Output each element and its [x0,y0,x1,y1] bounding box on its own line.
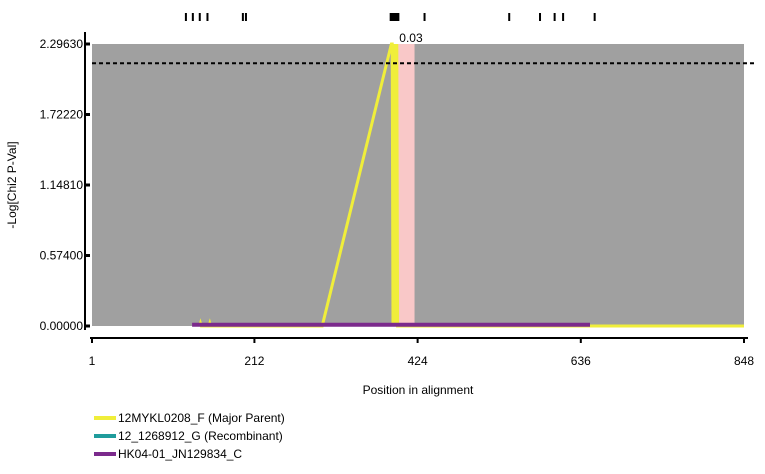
site-tick [389,13,392,21]
x-axis-label: Position in alignment [363,383,474,397]
y-tick-label: 2.29630 [40,37,84,51]
legend-label: 12MYKL0208_F (Major Parent) [118,411,285,425]
legend-swatch [94,452,116,456]
legend-swatch [94,416,116,420]
site-tick [423,13,426,21]
site-tick [553,13,556,21]
y-axis: 0.00000 0.57400 1.14810 1.72220 2.29630 [40,32,90,333]
site-tick [198,13,201,21]
y-axis-label: -Log[Chi2 P-Val] [5,141,19,228]
site-tick [593,13,596,21]
y-tick-label: 0.57400 [40,249,84,263]
site-tick [244,13,247,21]
site-tick [394,13,397,21]
peak-annotation: 0.03 [399,31,423,45]
legend-label: HK04-01_JN129834_C [118,447,243,461]
site-tick [395,13,398,21]
x-tick-label: 424 [408,354,428,368]
x-tick-label: 1 [89,354,96,368]
site-tick [562,13,565,21]
y-tick-label: 1.72220 [40,108,84,122]
site-tick [508,13,511,21]
site-tick [206,13,209,21]
y-tick-label: 1.14810 [40,178,84,192]
legend-item: 12MYKL0208_F (Major Parent) [94,409,285,427]
y-tick-label: 0.00000 [40,319,84,333]
highlight-region [396,44,415,326]
site-tick [539,13,542,21]
site-ticks-row [184,13,596,21]
legend: 12MYKL0208_F (Major Parent) 12_1268912_G… [94,409,285,463]
legend-swatch [94,434,116,438]
legend-label: 12_1268912_G (Recombinant) [118,429,283,443]
x-tick-label: 848 [734,354,754,368]
site-tick [392,13,395,21]
x-axis: 1 212 424 636 848 [89,337,754,368]
plot-area [92,44,744,326]
site-tick [241,13,244,21]
site-tick [391,13,394,21]
legend-item: HK04-01_JN129834_C [94,445,285,463]
site-tick [191,13,194,21]
site-tick [184,13,187,21]
x-tick-label: 636 [571,354,591,368]
site-tick [397,13,400,21]
legend-item: 12_1268912_G (Recombinant) [94,427,285,445]
series-layer [192,42,744,328]
x-tick-label: 212 [244,354,264,368]
